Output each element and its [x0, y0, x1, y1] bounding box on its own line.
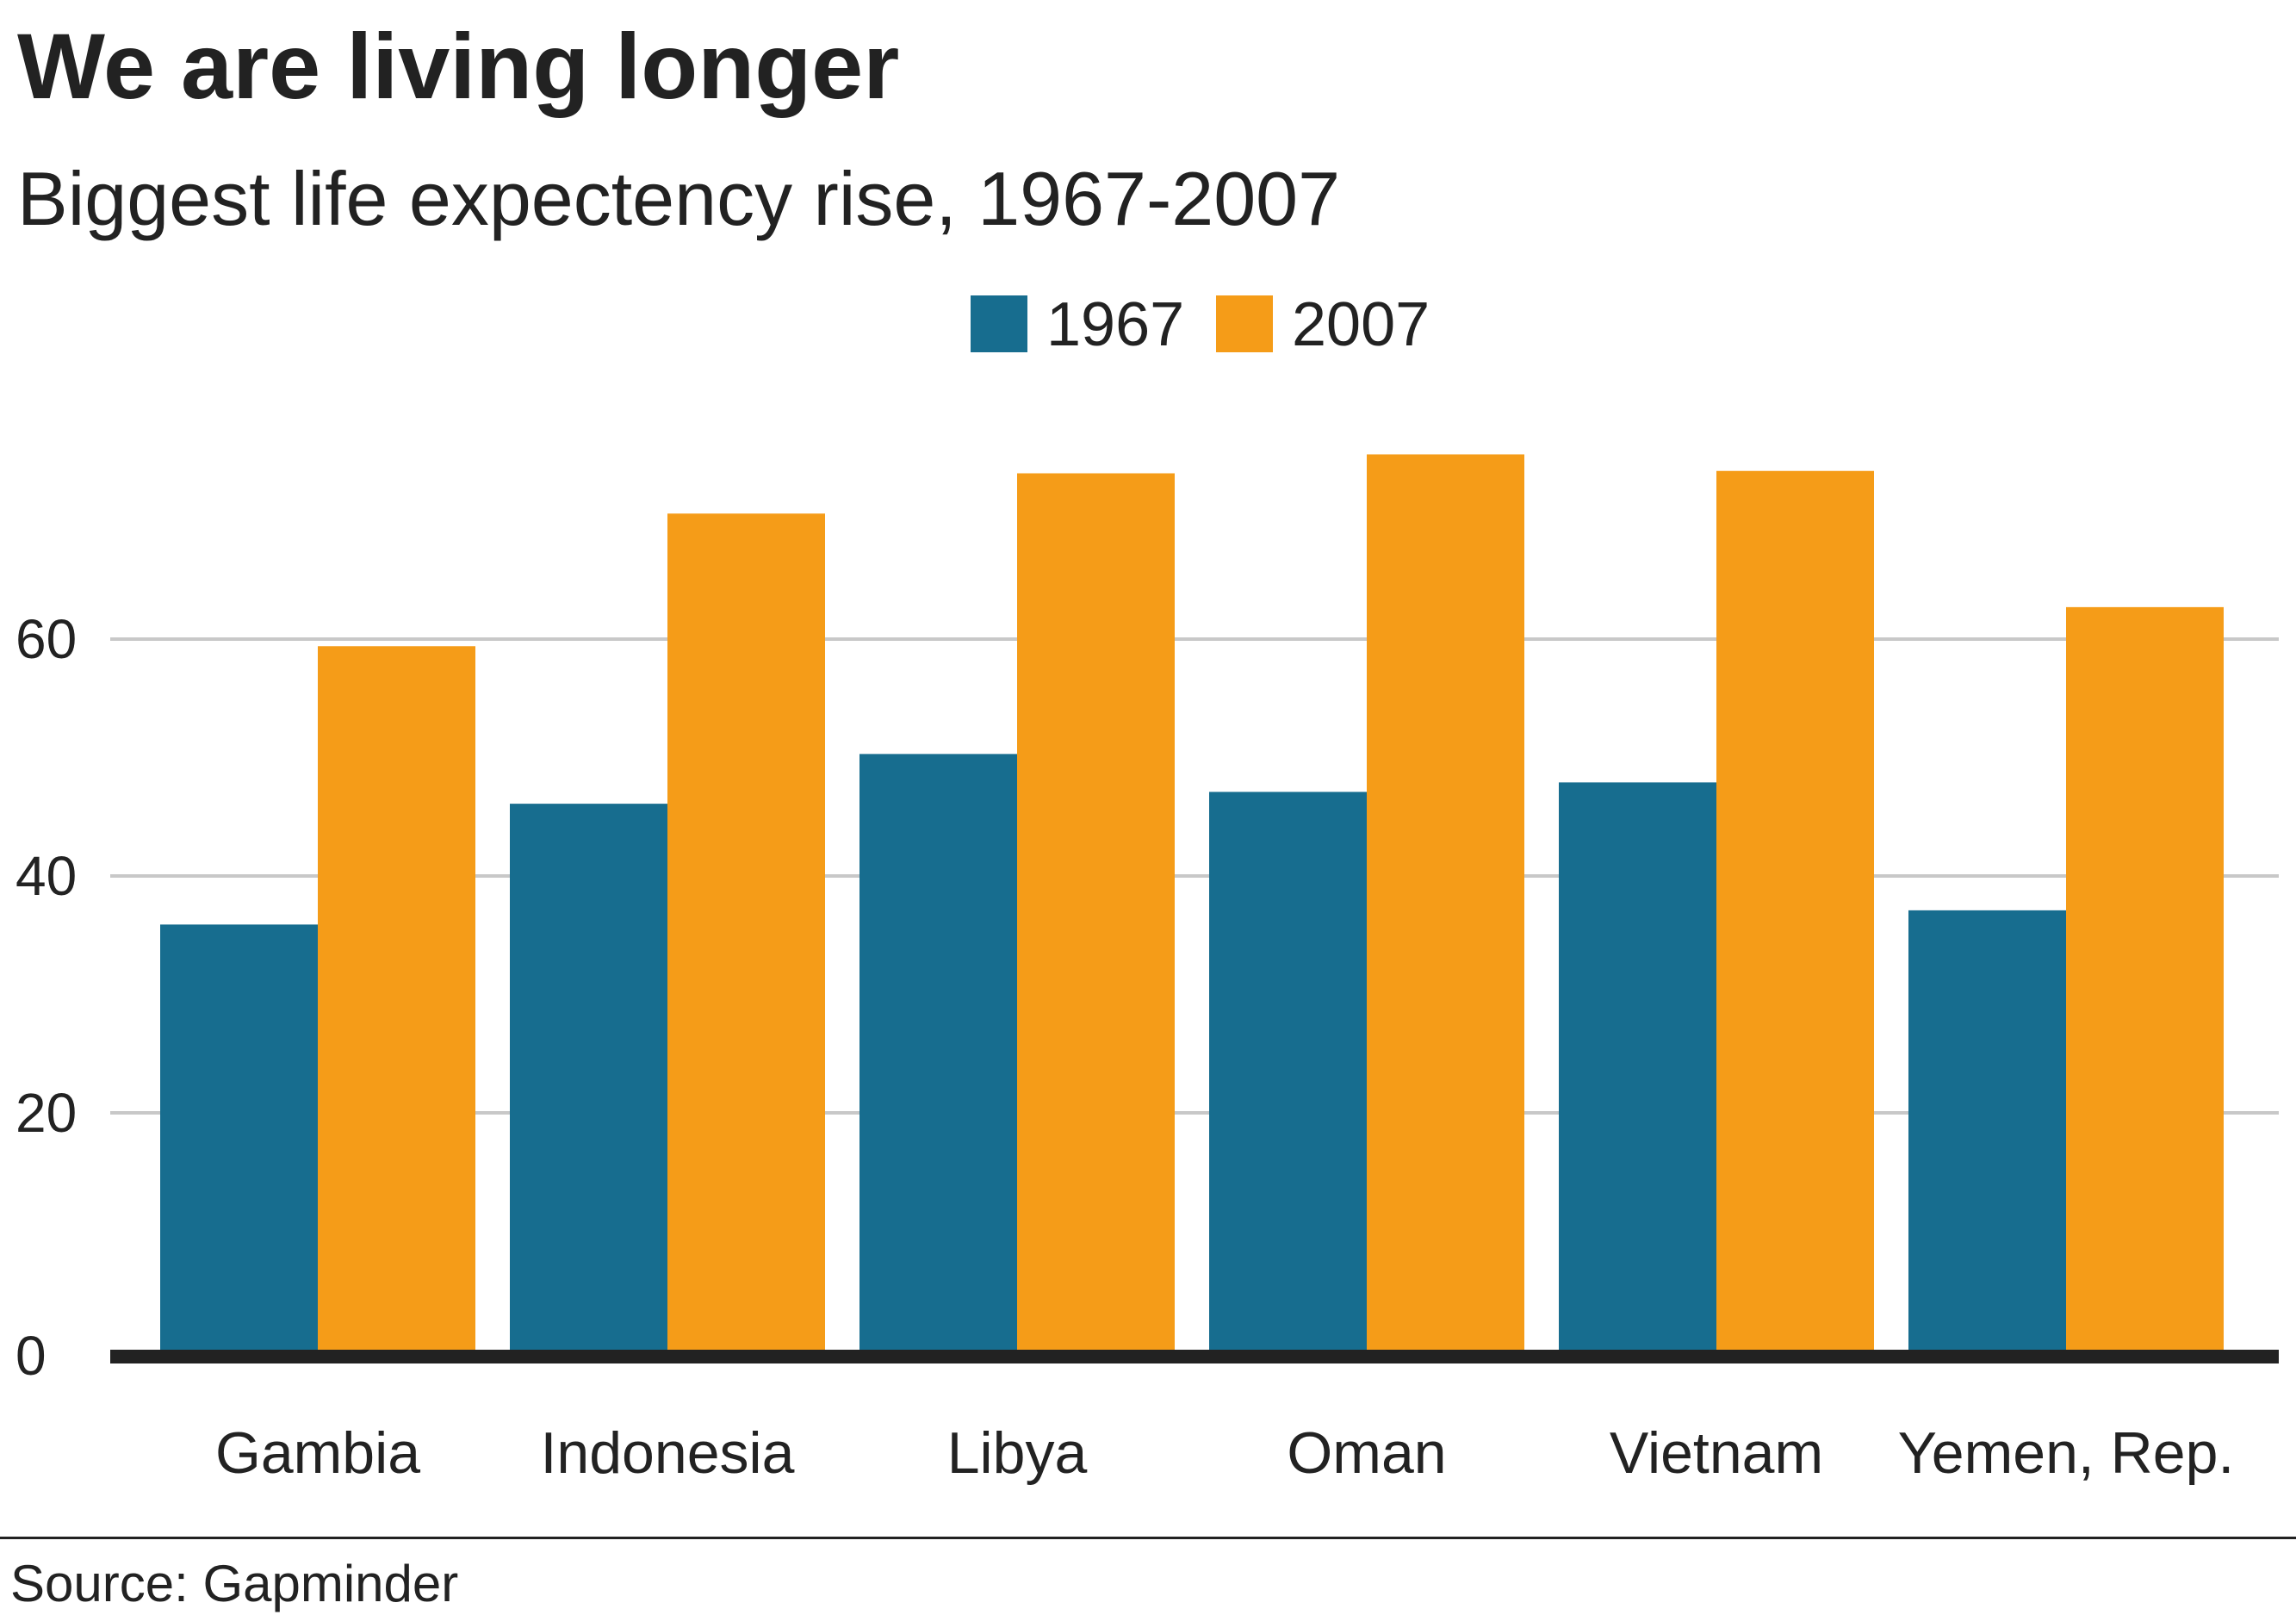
bar-2007-oman	[1367, 454, 1524, 1350]
legend: 1967 2007	[971, 290, 1430, 359]
y-tick-label: 0	[16, 1325, 47, 1387]
bar-1967-indonesia	[510, 804, 667, 1350]
bar-1967-gambia	[160, 924, 318, 1350]
legend-swatch-1967	[971, 295, 1027, 352]
y-tick-label: 20	[16, 1082, 77, 1144]
x-tick-label: Indonesia	[541, 1420, 795, 1486]
legend-label-2007: 2007	[1292, 290, 1430, 359]
x-tick-label: Libya	[947, 1420, 1088, 1486]
axes: 0 20 40 60 Gambia Indonesia Libya Oman Vietnam Ye…	[16, 608, 2279, 1486]
y-tick-label: 60	[16, 608, 77, 670]
chart-title: We are living longer	[17, 14, 900, 118]
source-note: Source: Gapminder	[10, 1555, 459, 1612]
bar-1967-vietnam	[1559, 782, 1716, 1350]
x-axis-baseline	[110, 1350, 2279, 1363]
bar-1967-libya	[859, 754, 1017, 1350]
x-tick-label: Vietnam	[1610, 1420, 1823, 1486]
bar-2007-libya	[1017, 473, 1175, 1350]
chart-subtitle: Biggest life expectency rise, 1967-2007	[17, 156, 1341, 241]
bar-2007-indonesia	[667, 513, 825, 1350]
x-tick-label: Yemen, Rep.	[1898, 1420, 2235, 1486]
x-tick-label: Oman	[1287, 1420, 1446, 1486]
bar-1967-yemen-rep-	[1908, 910, 2066, 1350]
bar-2007-yemen-rep-	[2066, 606, 2224, 1350]
y-tick-label: 40	[16, 845, 77, 907]
x-tick-label: Gambia	[215, 1420, 420, 1486]
bars	[160, 454, 2224, 1350]
bar-2007-gambia	[318, 646, 475, 1350]
footer-divider	[0, 1537, 2296, 1539]
legend-label-1967: 1967	[1046, 290, 1184, 359]
legend-swatch-2007	[1216, 295, 1273, 352]
bar-1967-oman	[1209, 792, 1367, 1350]
bar-2007-vietnam	[1716, 470, 1874, 1350]
